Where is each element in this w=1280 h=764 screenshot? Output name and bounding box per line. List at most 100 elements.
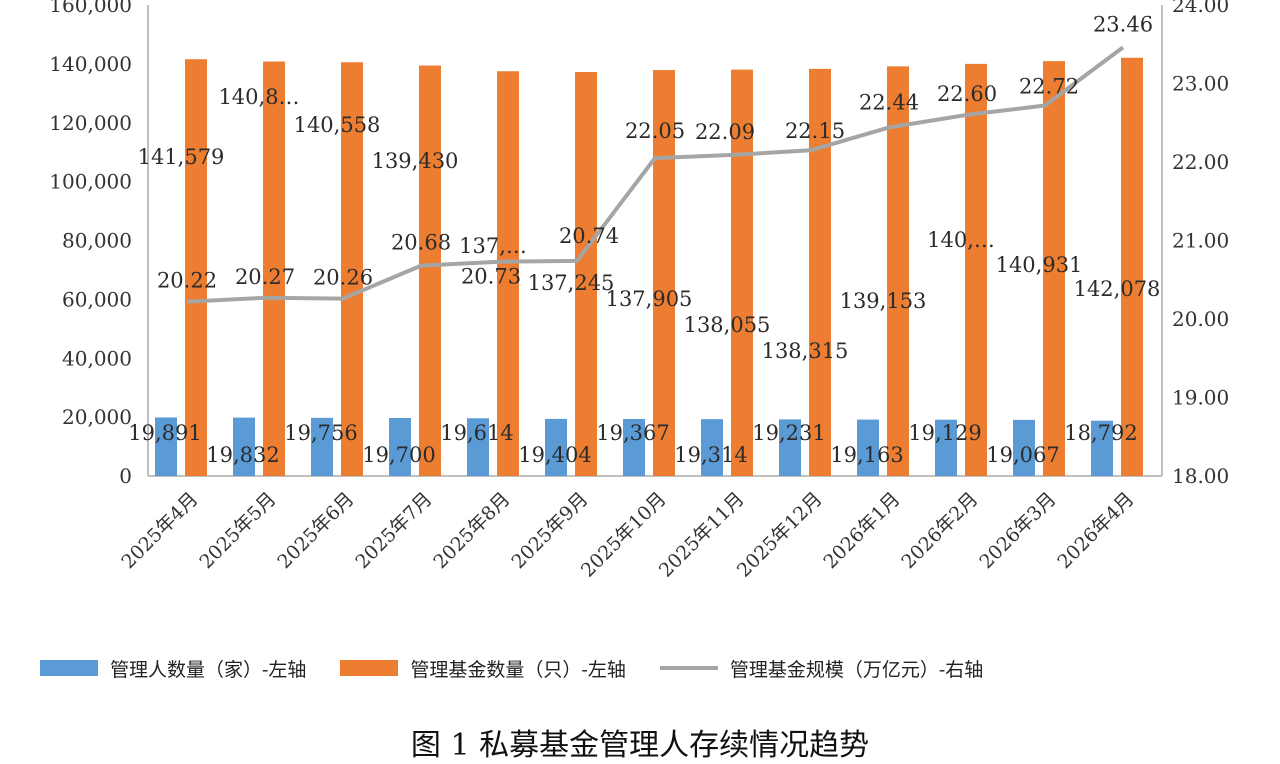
- x-category-label: 2025年7月: [351, 488, 436, 573]
- y-left-tick-label: 140,000: [49, 52, 132, 76]
- y-left-tick-label: 40,000: [62, 346, 132, 370]
- data-label-scale: 22.44: [859, 90, 919, 114]
- data-label-managers: 19,832: [206, 443, 279, 467]
- bar-managers: [545, 418, 567, 476]
- y-right-tick-label: 23.00: [1172, 72, 1229, 96]
- bar-funds: [965, 63, 987, 476]
- bar-funds: [731, 69, 753, 477]
- bar-managers: [389, 418, 411, 476]
- bar-managers: [1013, 419, 1035, 476]
- data-label-managers: 19,891: [128, 421, 201, 445]
- data-label-scale: 23.46: [1093, 12, 1153, 36]
- x-category-label: 2026年3月: [975, 488, 1060, 573]
- bar-managers: [857, 419, 879, 476]
- data-label-funds: 139,153: [840, 289, 927, 313]
- y-left-tick-label: 160,000: [49, 0, 132, 17]
- data-label-funds: 141,579: [138, 145, 225, 169]
- x-category-label: 2025年8月: [429, 488, 514, 573]
- bar-managers: [233, 417, 255, 476]
- data-label-funds: 139,430: [372, 149, 459, 173]
- bar-funds: [419, 65, 441, 476]
- y-right-tick-label: 22.00: [1172, 150, 1229, 174]
- data-label-funds: 140,8…: [218, 85, 299, 109]
- data-label-managers: 19,163: [830, 443, 903, 467]
- data-label-managers: 19,700: [362, 443, 435, 467]
- data-label-managers: 19,367: [596, 421, 669, 445]
- data-label-managers: 19,129: [908, 421, 981, 445]
- x-category-label: 2025年4月: [117, 488, 202, 573]
- legend-swatch-funds: [340, 660, 399, 676]
- bar-managers: [1091, 420, 1113, 476]
- bar-managers: [311, 417, 333, 476]
- x-category-label: 2025年6月: [273, 488, 358, 573]
- legend-item-scale: 管理基金规模（万亿元）-右轴: [659, 655, 984, 682]
- data-label-funds: 140,931: [996, 253, 1083, 277]
- data-label-managers: 19,314: [674, 443, 747, 467]
- x-category-label: 2025年9月: [507, 488, 592, 573]
- data-label-managers: 19,756: [284, 421, 357, 445]
- legend-swatch-managers: [40, 660, 98, 676]
- y-right-tick-label: 20.00: [1172, 307, 1229, 331]
- y-left-tick-label: 80,000: [62, 229, 132, 253]
- bar-funds: [263, 61, 285, 477]
- y-left-tick-label: 100,000: [49, 170, 132, 194]
- data-label-funds: 137,245: [528, 271, 615, 295]
- y-right-tick-label: 19.00: [1172, 386, 1229, 410]
- data-label-managers: 19,614: [440, 421, 513, 445]
- legend-label-managers: 管理人数量（家）-左轴: [110, 658, 307, 681]
- data-label-funds: 138,315: [762, 339, 849, 363]
- x-category-label: 2026年4月: [1053, 488, 1138, 573]
- y-left-tick-label: 120,000: [49, 111, 132, 135]
- data-label-managers: 18,792: [1064, 421, 1137, 445]
- y-left-tick-label: 60,000: [62, 287, 132, 311]
- bar-managers: [467, 418, 489, 476]
- bar-managers: [935, 419, 957, 476]
- x-category-label: 2026年2月: [897, 488, 982, 573]
- x-category-label: 2025年5月: [195, 488, 280, 573]
- data-label-scale: 20.26: [313, 266, 373, 290]
- legend: 管理人数量（家）-左轴 管理基金数量（只）-左轴 管理基金规模（万亿元）-右轴: [40, 650, 1240, 686]
- data-label-scale: 20.68: [391, 231, 451, 255]
- data-label-scale: 20.27: [235, 265, 295, 289]
- bar-funds: [887, 66, 909, 477]
- data-label-managers: 19,404: [518, 443, 591, 467]
- data-label-scale: 22.60: [937, 82, 997, 106]
- data-label-funds: 137,905: [606, 287, 693, 311]
- data-label-managers: 19,231: [752, 421, 825, 445]
- legend-item-managers: 管理人数量（家）-左轴: [40, 655, 306, 682]
- y-right-tick-label: 21.00: [1172, 229, 1229, 253]
- bar-funds: [575, 71, 597, 476]
- legend-swatch-scale: [659, 666, 718, 670]
- data-label-scale: 20.74: [559, 224, 619, 248]
- data-label-scale: 22.09: [695, 120, 755, 144]
- data-label-scale: 20.73: [461, 265, 521, 289]
- legend-label-funds: 管理基金数量（只）-左轴: [410, 658, 626, 681]
- data-label-funds: 138,055: [684, 313, 771, 337]
- legend-item-funds: 管理基金数量（只）-左轴: [340, 655, 626, 682]
- data-label-funds: 140,…: [927, 228, 995, 252]
- bar-funds: [341, 62, 363, 476]
- y-right-tick-label: 18.00: [1172, 464, 1229, 488]
- bar-funds: [653, 70, 675, 477]
- data-label-scale: 22.72: [1019, 74, 1079, 98]
- bar-funds: [809, 68, 831, 477]
- figure-caption: 图 1 私募基金管理人存续情况趋势: [410, 728, 870, 763]
- bar-funds: [1043, 61, 1065, 476]
- data-label-managers: 19,067: [986, 443, 1059, 467]
- bar-funds: [497, 71, 519, 476]
- data-label-funds: 137,…: [459, 234, 527, 258]
- y-right-tick-label: 24.00: [1172, 0, 1229, 17]
- data-label-funds: 140,558: [294, 113, 381, 137]
- bar-funds: [1121, 57, 1143, 477]
- bar-managers: [779, 419, 801, 476]
- y-left-tick-label: 0: [119, 464, 132, 488]
- bar-funds: [185, 59, 207, 477]
- legend-label-scale: 管理基金规模（万亿元）-右轴: [729, 658, 984, 681]
- x-category-label: 2026年1月: [819, 488, 904, 573]
- bar-managers: [155, 417, 177, 476]
- data-label-scale: 20.22: [157, 269, 217, 293]
- y-left-tick-label: 20,000: [62, 405, 132, 429]
- bar-managers: [623, 418, 645, 476]
- bar-managers: [701, 419, 723, 476]
- chart-canvas: 020,00040,00060,00080,000100,000120,0001…: [49, 0, 1229, 582]
